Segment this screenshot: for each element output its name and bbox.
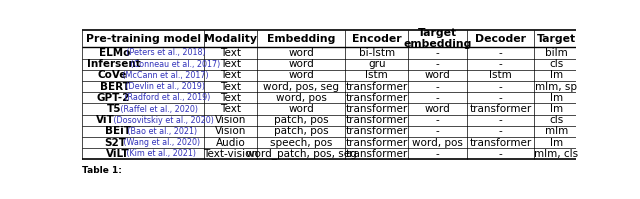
Text: ViT: ViT	[96, 115, 115, 125]
Text: (Radford et al., 2019): (Radford et al., 2019)	[122, 93, 211, 102]
Text: lm: lm	[550, 138, 563, 148]
Text: transformer: transformer	[346, 104, 408, 114]
Text: gru: gru	[368, 59, 386, 69]
Text: -: -	[436, 115, 440, 125]
Text: speech, pos: speech, pos	[270, 138, 332, 148]
Text: -: -	[499, 115, 502, 125]
Text: -: -	[499, 48, 502, 58]
Text: cls: cls	[549, 59, 563, 69]
Text: Modality: Modality	[204, 34, 257, 44]
Text: GPT-2: GPT-2	[96, 93, 129, 103]
Text: transformer: transformer	[346, 126, 408, 137]
Text: Text: Text	[220, 93, 241, 103]
Text: transformer: transformer	[346, 115, 408, 125]
Text: -: -	[436, 59, 440, 69]
Text: word: word	[289, 59, 314, 69]
Text: -: -	[436, 93, 440, 103]
Text: mlm: mlm	[545, 126, 568, 137]
Text: Text: Text	[220, 59, 241, 69]
Text: -: -	[499, 149, 502, 159]
Text: -: -	[499, 82, 502, 92]
Text: -: -	[499, 126, 502, 137]
Text: mlm, sp: mlm, sp	[535, 82, 577, 92]
Text: (Peters et al., 2018): (Peters et al., 2018)	[124, 49, 205, 58]
Text: -: -	[436, 149, 440, 159]
Text: transformer: transformer	[346, 138, 408, 148]
Text: lm: lm	[550, 93, 563, 103]
Text: Pre-training model: Pre-training model	[86, 34, 201, 44]
Text: (Kim et al., 2021): (Kim et al., 2021)	[125, 149, 196, 158]
Text: word, pos: word, pos	[412, 138, 463, 148]
Text: Text: Text	[220, 104, 241, 114]
Text: word, pos: word, pos	[276, 93, 326, 103]
Text: transformer: transformer	[469, 104, 531, 114]
Text: Audio: Audio	[216, 138, 245, 148]
Text: lstm: lstm	[365, 70, 388, 80]
Text: word: word	[289, 104, 314, 114]
Text: T5: T5	[107, 104, 121, 114]
Text: Target
embedding: Target embedding	[403, 28, 472, 50]
Text: BEiT: BEiT	[105, 126, 131, 137]
Text: cls: cls	[549, 115, 563, 125]
Text: patch, pos: patch, pos	[274, 126, 328, 137]
Text: CoVe: CoVe	[97, 70, 127, 80]
Text: transformer: transformer	[346, 93, 408, 103]
Text: -: -	[436, 48, 440, 58]
Text: (Wang et al., 2020): (Wang et al., 2020)	[121, 138, 200, 147]
Text: (McCann et al., 2017): (McCann et al., 2017)	[120, 71, 209, 80]
Text: BERT: BERT	[100, 82, 130, 92]
Text: Infersent: Infersent	[86, 59, 140, 69]
Text: transformer: transformer	[469, 138, 531, 148]
Text: Embedding: Embedding	[267, 34, 335, 44]
Text: patch, pos: patch, pos	[274, 115, 328, 125]
Text: mlm, cls: mlm, cls	[534, 149, 578, 159]
Text: Text: Text	[220, 70, 241, 80]
Text: bilm: bilm	[545, 48, 568, 58]
Text: ELMo: ELMo	[99, 48, 131, 58]
Text: lm: lm	[550, 104, 563, 114]
Text: S2T: S2T	[104, 138, 126, 148]
Text: word: word	[425, 104, 451, 114]
Text: -: -	[499, 93, 502, 103]
Text: lstm: lstm	[489, 70, 512, 80]
Text: Decoder: Decoder	[475, 34, 526, 44]
Text: ViLT: ViLT	[106, 149, 130, 159]
Text: (Bao et al., 2021): (Bao et al., 2021)	[125, 127, 198, 136]
Text: (Raffel et al., 2020): (Raffel et al., 2020)	[118, 104, 198, 114]
Text: -: -	[499, 59, 502, 69]
Text: Table 1:: Table 1:	[83, 166, 122, 175]
Text: transformer: transformer	[346, 82, 408, 92]
Text: word: word	[289, 48, 314, 58]
Text: bi-lstm: bi-lstm	[359, 48, 395, 58]
Text: transformer: transformer	[346, 149, 408, 159]
Text: Text: Text	[220, 48, 241, 58]
Text: word: word	[425, 70, 451, 80]
Text: word_patch, pos, seg: word_patch, pos, seg	[246, 148, 356, 159]
Text: (Conneau et al., 2017): (Conneau et al., 2017)	[129, 60, 221, 69]
Text: Vision: Vision	[215, 126, 246, 137]
Text: word: word	[289, 70, 314, 80]
Text: -: -	[436, 82, 440, 92]
Text: (Devlin et al., 2019): (Devlin et al., 2019)	[123, 82, 205, 91]
Text: Text-vision: Text-vision	[203, 149, 258, 159]
Text: Text: Text	[220, 82, 241, 92]
Text: Vision: Vision	[215, 115, 246, 125]
Text: lm: lm	[550, 70, 563, 80]
Text: (Dosovitskiy et al., 2020): (Dosovitskiy et al., 2020)	[111, 116, 214, 125]
Text: Target: Target	[536, 34, 576, 44]
Text: Encoder: Encoder	[352, 34, 402, 44]
Text: -: -	[436, 126, 440, 137]
Text: word, pos, seg: word, pos, seg	[263, 82, 339, 92]
